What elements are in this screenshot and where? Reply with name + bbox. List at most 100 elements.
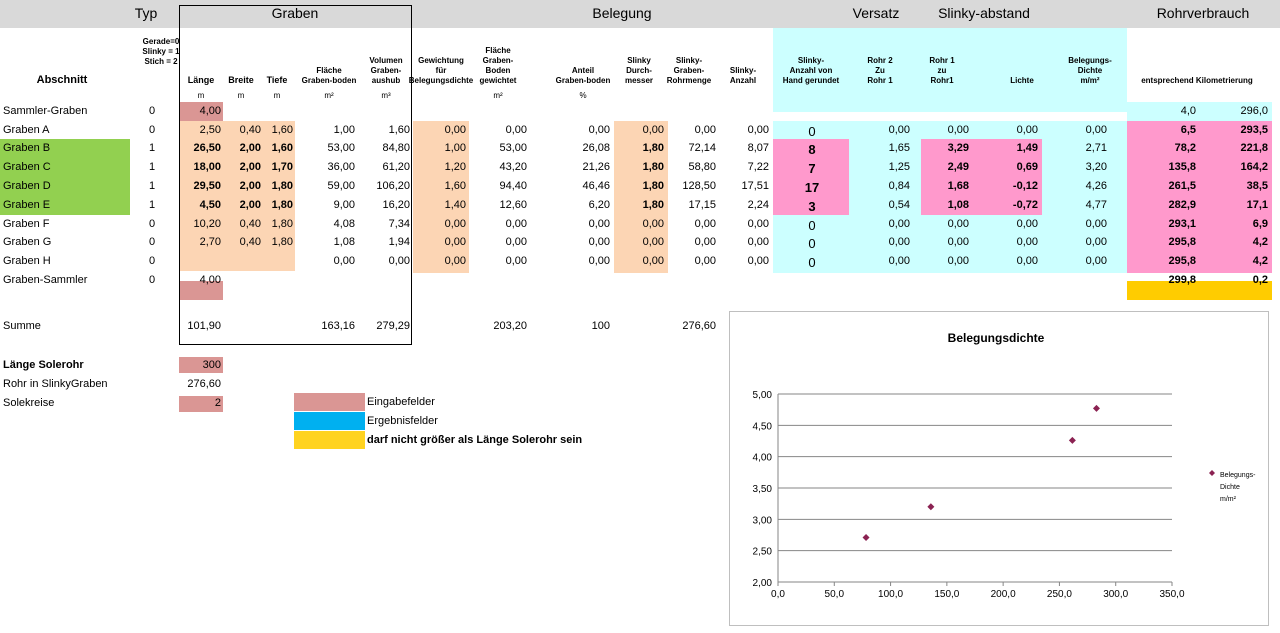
cell-r1-graben-a: 0,00 <box>947 124 969 136</box>
cell-laenge-graben-e[interactable]: 4,50 <box>199 199 221 211</box>
cell-anz-graben-f: 0,00 <box>747 218 769 230</box>
cell-tiefe-graben-b[interactable]: 1,60 <box>271 142 293 154</box>
cell-laenge-graben-sammler[interactable]: 4,00 <box>199 274 221 286</box>
row-typ-graben-d[interactable]: 1 <box>149 180 156 192</box>
cell-dm-graben-e[interactable]: 1,80 <box>642 199 664 211</box>
y-tick-label: 3,50 <box>753 484 773 495</box>
value-solekreise[interactable]: 2 <box>214 397 221 409</box>
row-typ-graben-f[interactable]: 0 <box>149 218 156 230</box>
cell-laenge-sammler-graben[interactable]: 4,00 <box>199 105 221 117</box>
cell-km1-graben-d: 261,5 <box>1168 180 1196 192</box>
row-name-graben-d: Graben D <box>3 180 51 192</box>
header-lichte: Lichte <box>1010 76 1034 85</box>
cell-breite-graben-e[interactable]: 2,00 <box>239 199 261 211</box>
cell-breite-graben-c[interactable]: 2,00 <box>239 161 261 173</box>
cell-hand-graben-h[interactable]: 0 <box>808 255 816 270</box>
cell-dichte-graben-h: 0,00 <box>1085 255 1107 267</box>
cell-dm-graben-a[interactable]: 0,00 <box>642 124 664 136</box>
cell-dm-graben-h[interactable]: 0,00 <box>642 255 664 267</box>
cell-gew-graben-a[interactable]: 0,00 <box>444 124 466 136</box>
cell-laenge-graben-f[interactable]: 10,20 <box>193 218 221 230</box>
x-tick-label: 350,0 <box>1159 589 1184 600</box>
cell-tiefe-graben-e[interactable]: 1,80 <box>271 199 293 211</box>
cell-anteil-graben-f: 0,00 <box>588 218 610 230</box>
cell-tiefe-graben-a[interactable]: 1,60 <box>271 124 293 136</box>
cell-dm-graben-d[interactable]: 1,80 <box>642 180 664 192</box>
cell-r2-graben-g: 0,00 <box>888 236 910 248</box>
cell-dichte-graben-c: 3,20 <box>1085 161 1107 173</box>
row-typ-graben-h[interactable]: 0 <box>149 255 156 267</box>
cell-gew-graben-h[interactable]: 0,00 <box>444 255 466 267</box>
cell-laenge-graben-d[interactable]: 29,50 <box>193 180 221 192</box>
cell-breite-graben-d[interactable]: 2,00 <box>239 180 261 192</box>
cell-dm-graben-b[interactable]: 1,80 <box>642 142 664 154</box>
header-rohr2: Rohr 2 Zu Rohr 1 <box>867 56 893 85</box>
row-typ-graben-a[interactable]: 0 <box>149 124 156 136</box>
cell-hand-graben-e[interactable]: 3 <box>808 199 816 214</box>
x-tick-label: 200,0 <box>991 589 1016 600</box>
cell-dichte-graben-d: 4,26 <box>1085 180 1107 192</box>
cell-lichte-graben-h: 0,00 <box>1016 255 1038 267</box>
row-name-graben-sammler: Graben-Sammler <box>3 274 88 286</box>
unit-laenge: m <box>197 91 205 100</box>
cell-laenge-graben-a[interactable]: 2,50 <box>199 124 221 136</box>
cell-rm-graben-a: 0,00 <box>694 124 716 136</box>
x-tick-label: 0,0 <box>771 589 785 600</box>
row-typ-graben-sammler[interactable]: 0 <box>149 274 156 286</box>
row-name-sammler-graben: Sammler-Graben <box>3 105 88 117</box>
cell-breite-graben-f[interactable]: 0,40 <box>239 218 261 230</box>
cell-volumen-graben-d: 106,20 <box>376 180 410 192</box>
row-typ-sammler-graben[interactable]: 0 <box>149 105 156 117</box>
row-typ-graben-c[interactable]: 1 <box>149 161 156 173</box>
result-header-bg <box>773 28 1127 112</box>
cell-gew-graben-c[interactable]: 1,20 <box>444 161 466 173</box>
cell-dichte-graben-b: 2,71 <box>1085 142 1107 154</box>
data-point <box>1092 404 1100 412</box>
y-tick-label: 4,50 <box>753 421 773 432</box>
cell-breite-graben-b[interactable]: 2,00 <box>239 142 261 154</box>
header-band <box>0 0 1280 28</box>
cell-rm-graben-d: 128,50 <box>682 180 716 192</box>
cell-dm-graben-g[interactable]: 0,00 <box>642 236 664 248</box>
cell-laenge-graben-b[interactable]: 26,50 <box>193 142 221 154</box>
cell-hand-graben-a[interactable]: 0 <box>808 124 816 139</box>
cell-gew-graben-d[interactable]: 1,60 <box>444 180 466 192</box>
cell-gew-graben-g[interactable]: 0,00 <box>444 236 466 248</box>
cell-hand-graben-c[interactable]: 7 <box>808 161 816 176</box>
group-rohrverbrauch: Rohrverbrauch <box>1156 5 1250 21</box>
cell-breite-graben-a[interactable]: 0,40 <box>239 124 261 136</box>
cell-laenge-graben-g[interactable]: 2,70 <box>199 236 221 248</box>
cell-hand-graben-g[interactable]: 0 <box>808 236 816 251</box>
value-solerohr[interactable]: 300 <box>202 359 221 371</box>
belegungsdichte-chart[interactable]: Belegungsdichte 2,00 2,50 3,00 3,50 4,00 4,50 5… <box>729 311 1269 626</box>
cell-anteil-graben-g: 0,00 <box>588 236 610 248</box>
data-point <box>1068 436 1076 444</box>
cell-tiefe-graben-c[interactable]: 1,70 <box>271 161 293 173</box>
cell-hand-graben-d[interactable]: 17 <box>804 180 820 195</box>
cell-hand-graben-f[interactable]: 0 <box>808 218 816 233</box>
unit-volumen: m³ <box>381 91 391 100</box>
cell-km2-graben-e: 17,1 <box>1246 199 1268 211</box>
cell-tiefe-graben-g[interactable]: 1,80 <box>271 236 293 248</box>
cell-lichte-graben-g: 0,00 <box>1016 236 1038 248</box>
cell-dm-graben-f[interactable]: 0,00 <box>642 218 664 230</box>
cell-gew-graben-f[interactable]: 0,00 <box>444 218 466 230</box>
cell-lichte-graben-d: -0,12 <box>1012 180 1038 192</box>
cell-breite-graben-g[interactable]: 0,40 <box>239 236 261 248</box>
cell-dm-graben-c[interactable]: 1,80 <box>642 161 664 173</box>
row-typ-graben-g[interactable]: 0 <box>149 236 156 248</box>
cell-r1-graben-g: 0,00 <box>947 236 969 248</box>
cell-tiefe-graben-f[interactable]: 1,80 <box>271 218 293 230</box>
cell-r1-graben-b: 3,29 <box>947 142 969 154</box>
cell-hand-graben-b[interactable]: 8 <box>808 142 816 157</box>
cell-laenge-graben-c[interactable]: 18,00 <box>193 161 221 173</box>
cell-gew-graben-e[interactable]: 1,40 <box>444 199 466 211</box>
row-typ-graben-b[interactable]: 1 <box>149 142 156 154</box>
row-typ-graben-e[interactable]: 1 <box>149 199 156 211</box>
cell-flaeche-graben-g: 1,08 <box>333 236 355 248</box>
cell-tiefe-graben-d[interactable]: 1,80 <box>271 180 293 192</box>
cell-fgew-graben-b: 53,00 <box>499 142 527 154</box>
cell-r2-graben-f: 0,00 <box>888 218 910 230</box>
cell-anz-graben-e: 2,24 <box>747 199 769 211</box>
cell-gew-graben-b[interactable]: 1,00 <box>444 142 466 154</box>
